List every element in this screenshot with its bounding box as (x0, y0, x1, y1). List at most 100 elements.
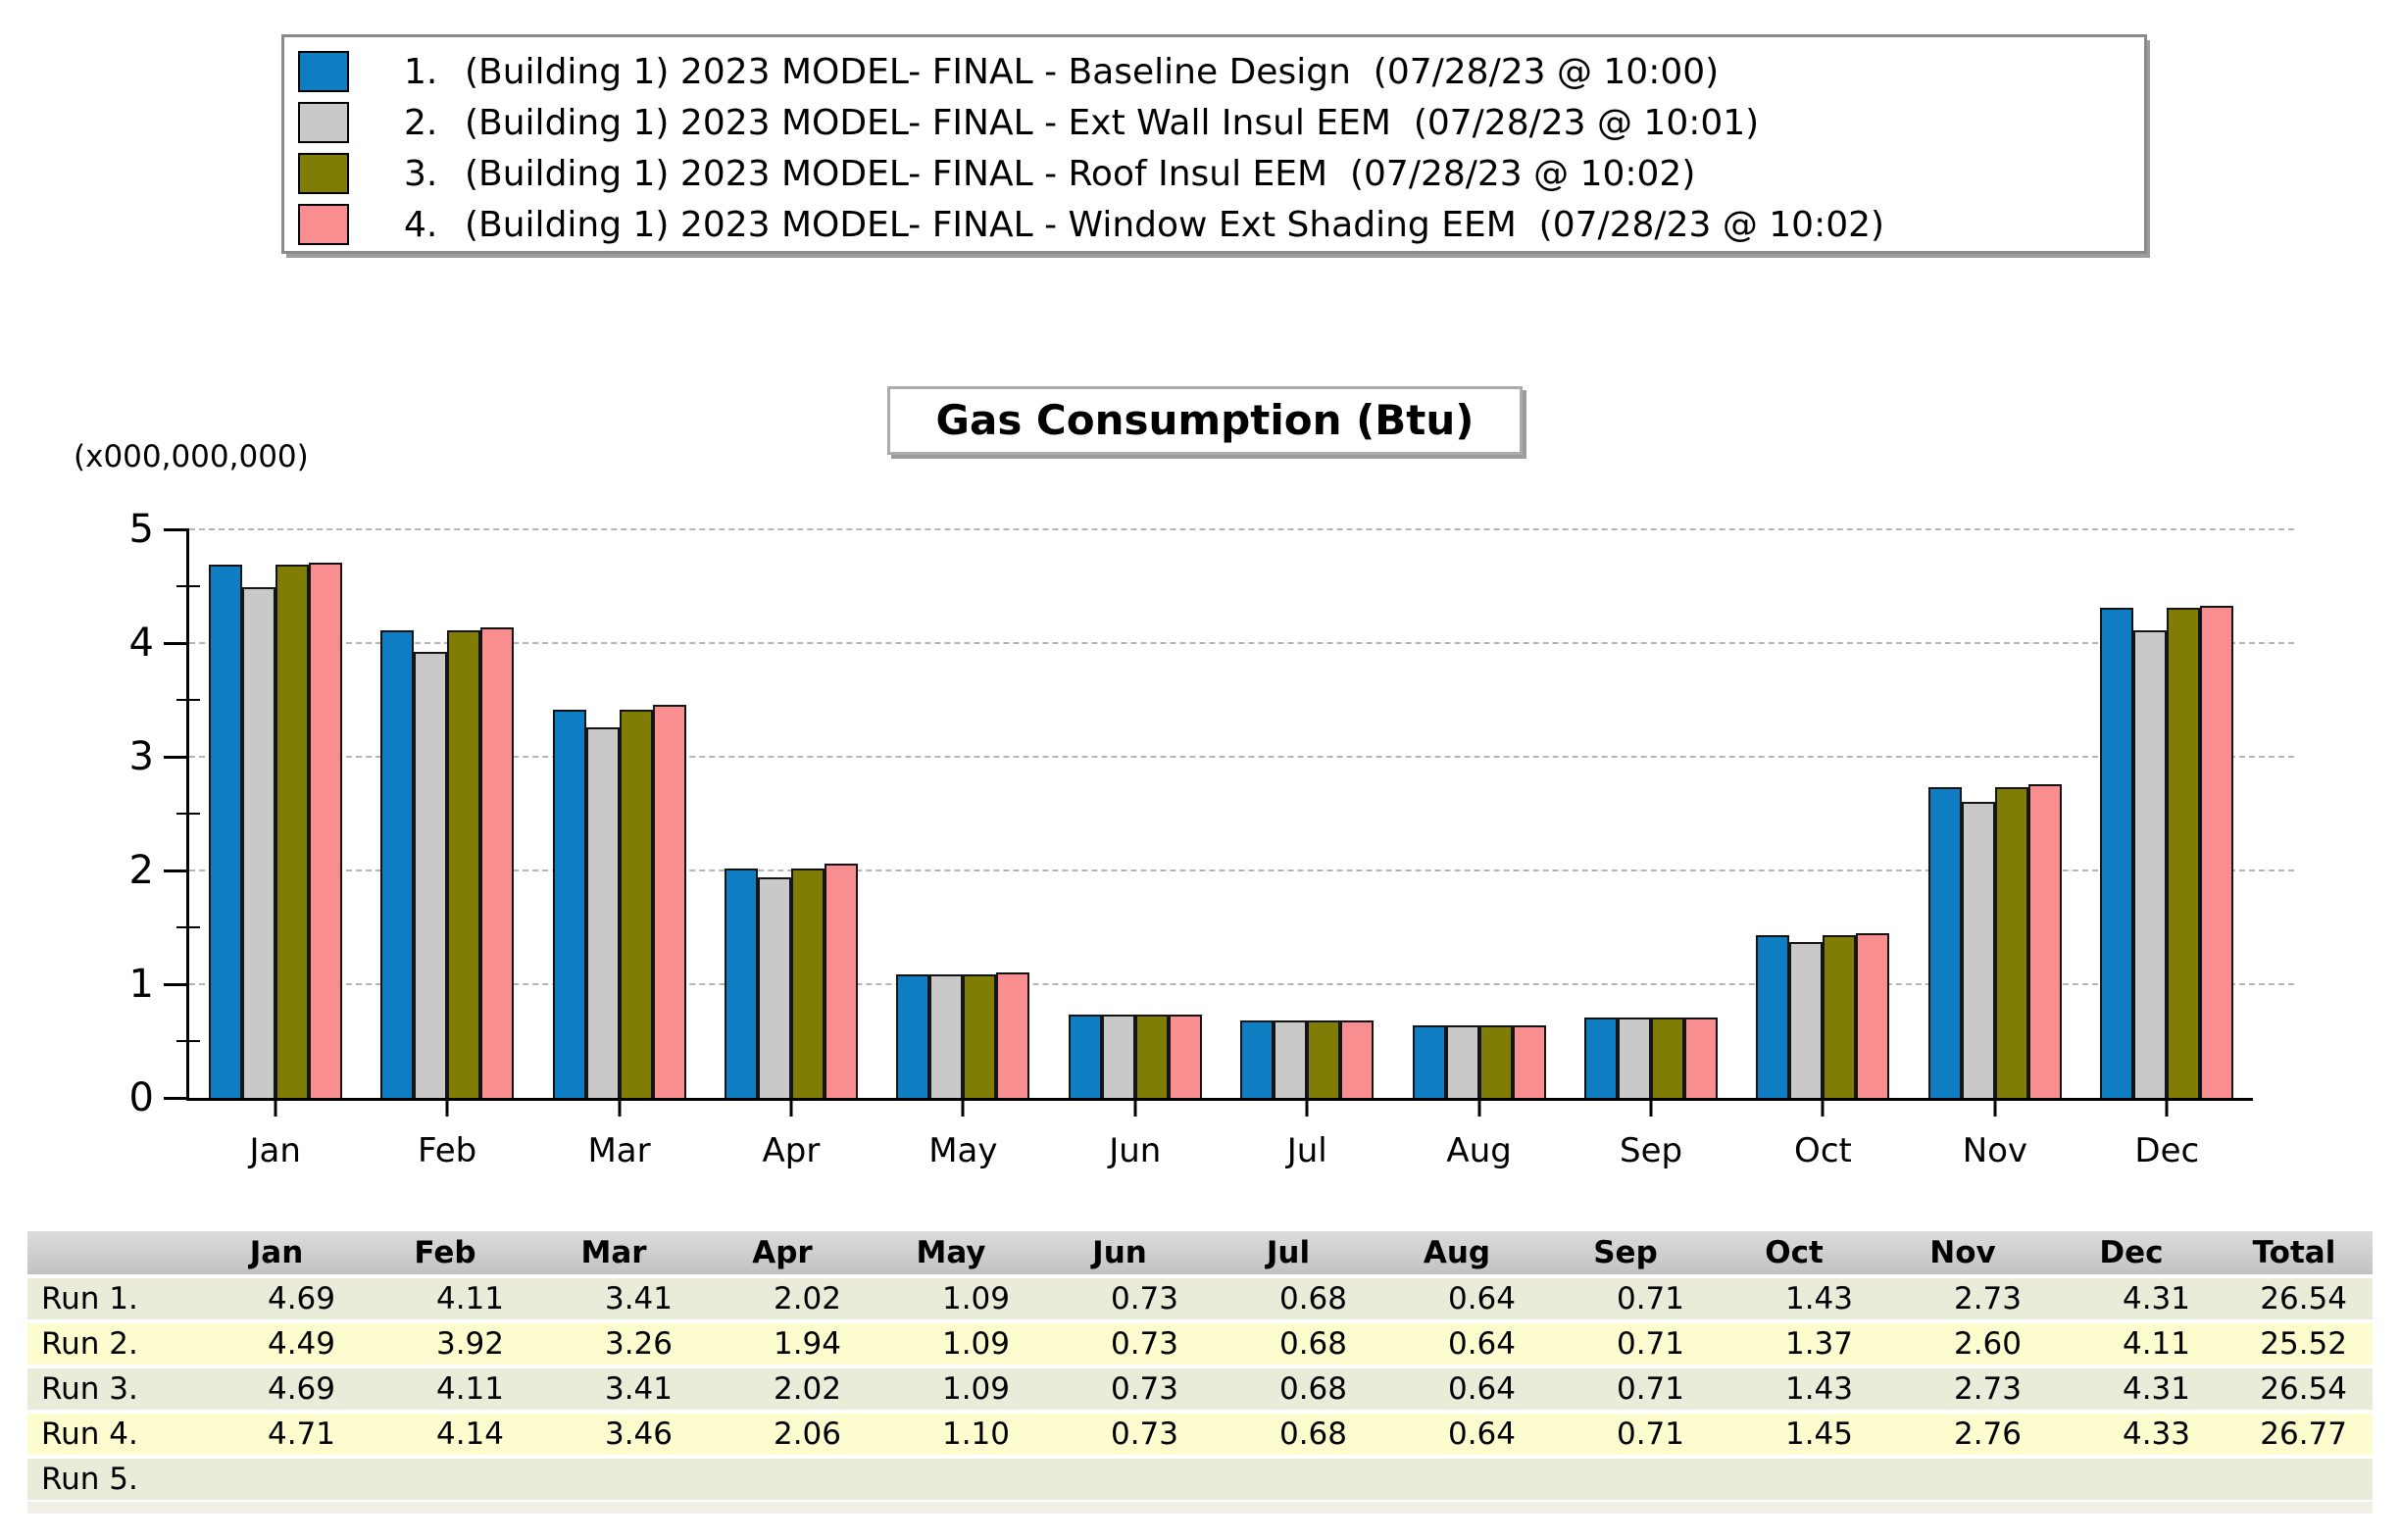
bar (929, 973, 964, 1098)
legend-swatch-icon (298, 204, 349, 245)
value-cell: 0.68 (1204, 1323, 1373, 1365)
value-cell: 0.68 (1204, 1414, 1373, 1455)
value-cell: 1.09 (867, 1368, 1035, 1410)
y-axis-minor-tick (176, 1040, 200, 1042)
value-cell: 0.64 (1373, 1368, 1541, 1410)
table-row: Run 2. 4.49 3.92 3.26 1.94 1.09 0.73 0.68 0.64 0.… (27, 1323, 2373, 1365)
legend-item-number: 3. (404, 153, 438, 194)
bar (1684, 1017, 1719, 1098)
bar (1756, 935, 1790, 1098)
bar (2100, 608, 2134, 1098)
table-footer-strip (27, 1502, 2373, 1514)
table-row: Run 1. 4.69 4.11 3.41 2.02 1.09 0.73 0.68 0.64 0.… (27, 1278, 2373, 1319)
table-row: Run 5. (27, 1459, 2373, 1500)
value-cell: 4.69 (192, 1278, 361, 1319)
value-cell: 2.73 (1878, 1278, 2047, 1319)
value-cell: 3.41 (529, 1278, 698, 1319)
value-cell: 3.46 (529, 1414, 698, 1455)
bar (1823, 935, 1857, 1098)
bar (1340, 1020, 1375, 1098)
value-cell: 2.02 (698, 1278, 867, 1319)
bar (275, 564, 309, 1098)
value-cell: 0.68 (1204, 1278, 1373, 1319)
month-label: Jan (249, 1131, 301, 1170)
bar (996, 972, 1030, 1098)
column-header: Jun (1035, 1231, 1204, 1274)
value-cell: 1.45 (1710, 1414, 1878, 1455)
bar (652, 704, 686, 1098)
month-label: Nov (1962, 1131, 2028, 1170)
bar (619, 710, 653, 1098)
column-header: Oct (1710, 1231, 1878, 1274)
bar (1068, 1015, 1102, 1098)
value-cell: 2.60 (1878, 1323, 2047, 1365)
bar (1168, 1015, 1202, 1098)
gridline-y1 (189, 983, 2294, 985)
value-cell: 4.31 (2047, 1368, 2216, 1410)
y-axis-minor-tick (176, 699, 200, 701)
bar (1618, 1017, 1652, 1098)
value-cell: 4.31 (2047, 1278, 2216, 1319)
bar (1927, 787, 1962, 1098)
legend-item-number: 4. (404, 204, 438, 245)
column-header: Nov (1878, 1231, 2047, 1274)
table-header-row: Jan Feb Mar Apr May Jun Jul Aug Sep Oct Nov Dec Tota… (27, 1231, 2373, 1274)
value-cell: 0.64 (1373, 1414, 1541, 1455)
x-axis-tick (618, 1098, 622, 1117)
table-row: Run 4. 4.71 4.14 3.46 2.06 1.10 0.73 0.68 0.64 0.… (27, 1414, 2373, 1455)
row-label-cell: Run 1. (27, 1278, 192, 1319)
bar (896, 973, 930, 1098)
value-cell: 0.71 (1541, 1414, 1710, 1455)
y-axis-major-tick (164, 528, 189, 531)
value-cell: 3.92 (361, 1323, 529, 1365)
row-label-cell: Run 2. (27, 1323, 192, 1365)
value-cell: 1.09 (867, 1278, 1035, 1319)
value-cell: 1.43 (1710, 1368, 1878, 1410)
value-cell: 4.69 (192, 1368, 361, 1410)
value-cell (867, 1459, 1035, 1500)
y-tick-label: 2 (128, 848, 154, 893)
gridline-y4 (189, 642, 2294, 644)
month-label: Dec (2134, 1131, 2200, 1170)
value-cell (192, 1459, 361, 1500)
bar (1240, 1020, 1275, 1098)
bar (1994, 787, 2028, 1098)
y-tick-label: 4 (128, 621, 154, 666)
month-label: Jun (1109, 1131, 1162, 1170)
legend-item-4: 4. (Building 1) 2023 MODEL- FINAL - Windo… (298, 200, 2130, 249)
bar (2200, 605, 2234, 1098)
y-axis-minor-tick (176, 813, 200, 815)
bar (2027, 783, 2062, 1098)
bar (480, 626, 515, 1098)
value-cell: 0.64 (1373, 1278, 1541, 1319)
bar (963, 973, 997, 1098)
value-cell: 0.71 (1541, 1278, 1710, 1319)
y-axis-unit-label: (x000,000,000) (74, 439, 309, 474)
bar (1856, 932, 1890, 1098)
x-axis-tick (1305, 1098, 1309, 1117)
legend-item-label: (Building 1) 2023 MODEL- FINAL - Ext Wal… (465, 102, 1760, 143)
chart-title-box: Gas Consumption (Btu) (887, 386, 1523, 455)
value-cell: 26.54 (2216, 1278, 2373, 1319)
bar (208, 564, 242, 1098)
chart-title: Gas Consumption (Btu) (935, 396, 1475, 444)
x-axis-tick (961, 1098, 965, 1117)
value-cell (2216, 1459, 2373, 1500)
y-axis-major-tick (164, 869, 189, 872)
bar (552, 710, 586, 1098)
bar (1961, 802, 1995, 1098)
month-label: Sep (1619, 1131, 1683, 1170)
value-cell: 1.09 (867, 1323, 1035, 1365)
monthly-data-table: Jan Feb Mar Apr May Jun Jul Aug Sep Oct Nov Dec Tota… (27, 1227, 2373, 1504)
value-cell: 0.64 (1373, 1323, 1541, 1365)
value-cell: 0.73 (1035, 1278, 1204, 1319)
bar (1101, 1015, 1135, 1098)
value-cell: 0.71 (1541, 1368, 1710, 1410)
bar (2167, 608, 2201, 1098)
bar (824, 864, 858, 1098)
y-axis-major-tick (164, 1097, 189, 1100)
value-cell: 26.77 (2216, 1414, 2373, 1455)
bar (1274, 1020, 1308, 1098)
month-label: Feb (418, 1131, 477, 1170)
